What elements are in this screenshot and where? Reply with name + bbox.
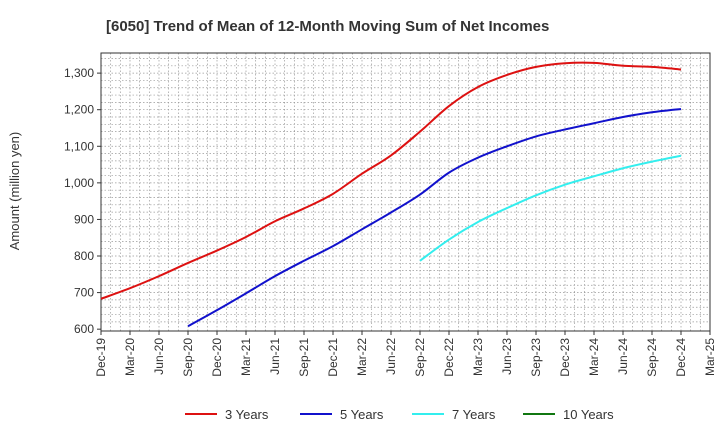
plot-frame: [100, 52, 711, 332]
y-tick-label: 1,200: [64, 103, 94, 117]
x-tick-label: Mar-20: [123, 338, 137, 376]
x-tick-label: Dec-23: [558, 338, 572, 377]
grid: [101, 53, 710, 331]
x-tick-label: Jun-21: [268, 338, 282, 375]
y-tick-label: 1,100: [64, 139, 94, 153]
x-tick-label: Mar-22: [355, 338, 369, 376]
x-tick-label: Mar-24: [587, 338, 601, 376]
x-tick-label: Sep-21: [297, 338, 311, 377]
x-tick-label: Jun-23: [500, 338, 514, 375]
x-tick-label: Dec-24: [674, 338, 688, 377]
legend-label: 3 Years: [225, 407, 269, 422]
x-tick-label: Mar-21: [239, 338, 253, 376]
x-tick-label: Mar-23: [471, 338, 485, 376]
legend-label: 10 Years: [563, 407, 614, 422]
x-tick-label: Jun-20: [152, 338, 166, 375]
chart-title: [6050] Trend of Mean of 12-Month Moving …: [106, 18, 549, 35]
series-line-7-years: [419, 154, 682, 262]
y-tick-label: 1,300: [64, 66, 94, 80]
x-tick-label: Sep-24: [645, 338, 659, 377]
y-tick-label: 1,000: [64, 176, 94, 190]
x-tick-label: Sep-23: [529, 338, 543, 377]
x-tick-label: Sep-20: [181, 338, 195, 377]
x-tick-label: Dec-19: [94, 338, 108, 377]
y-tick-label: 900: [74, 212, 94, 226]
x-tick-label: Jun-22: [384, 338, 398, 375]
x-tick-label: Dec-22: [442, 338, 456, 377]
series-lines: [100, 61, 682, 328]
series-line-5-years: [187, 107, 682, 328]
y-tick-label: 700: [74, 286, 94, 300]
legend: 3 Years 5 Years 7 Years 10 Years: [185, 407, 614, 422]
y-tick-label: 600: [74, 322, 94, 336]
axes: 600 700 800 900 1,000 1,100 1,200 1,300 Dec-19 Ma…: [64, 52, 717, 377]
legend-label: 7 Years: [452, 407, 496, 422]
y-tick-label: 800: [74, 249, 94, 263]
legend-label: 5 Years: [340, 407, 384, 422]
x-tick-label: Sep-22: [413, 338, 427, 377]
x-tick-label: Mar-25: [703, 338, 717, 376]
y-axis-label: Amount (million yen): [7, 132, 22, 251]
series-line-3-years: [100, 61, 682, 300]
x-tick-label: Dec-21: [326, 338, 340, 377]
x-tick-label: Jun-24: [616, 338, 630, 375]
x-tick-label: Dec-20: [210, 338, 224, 377]
